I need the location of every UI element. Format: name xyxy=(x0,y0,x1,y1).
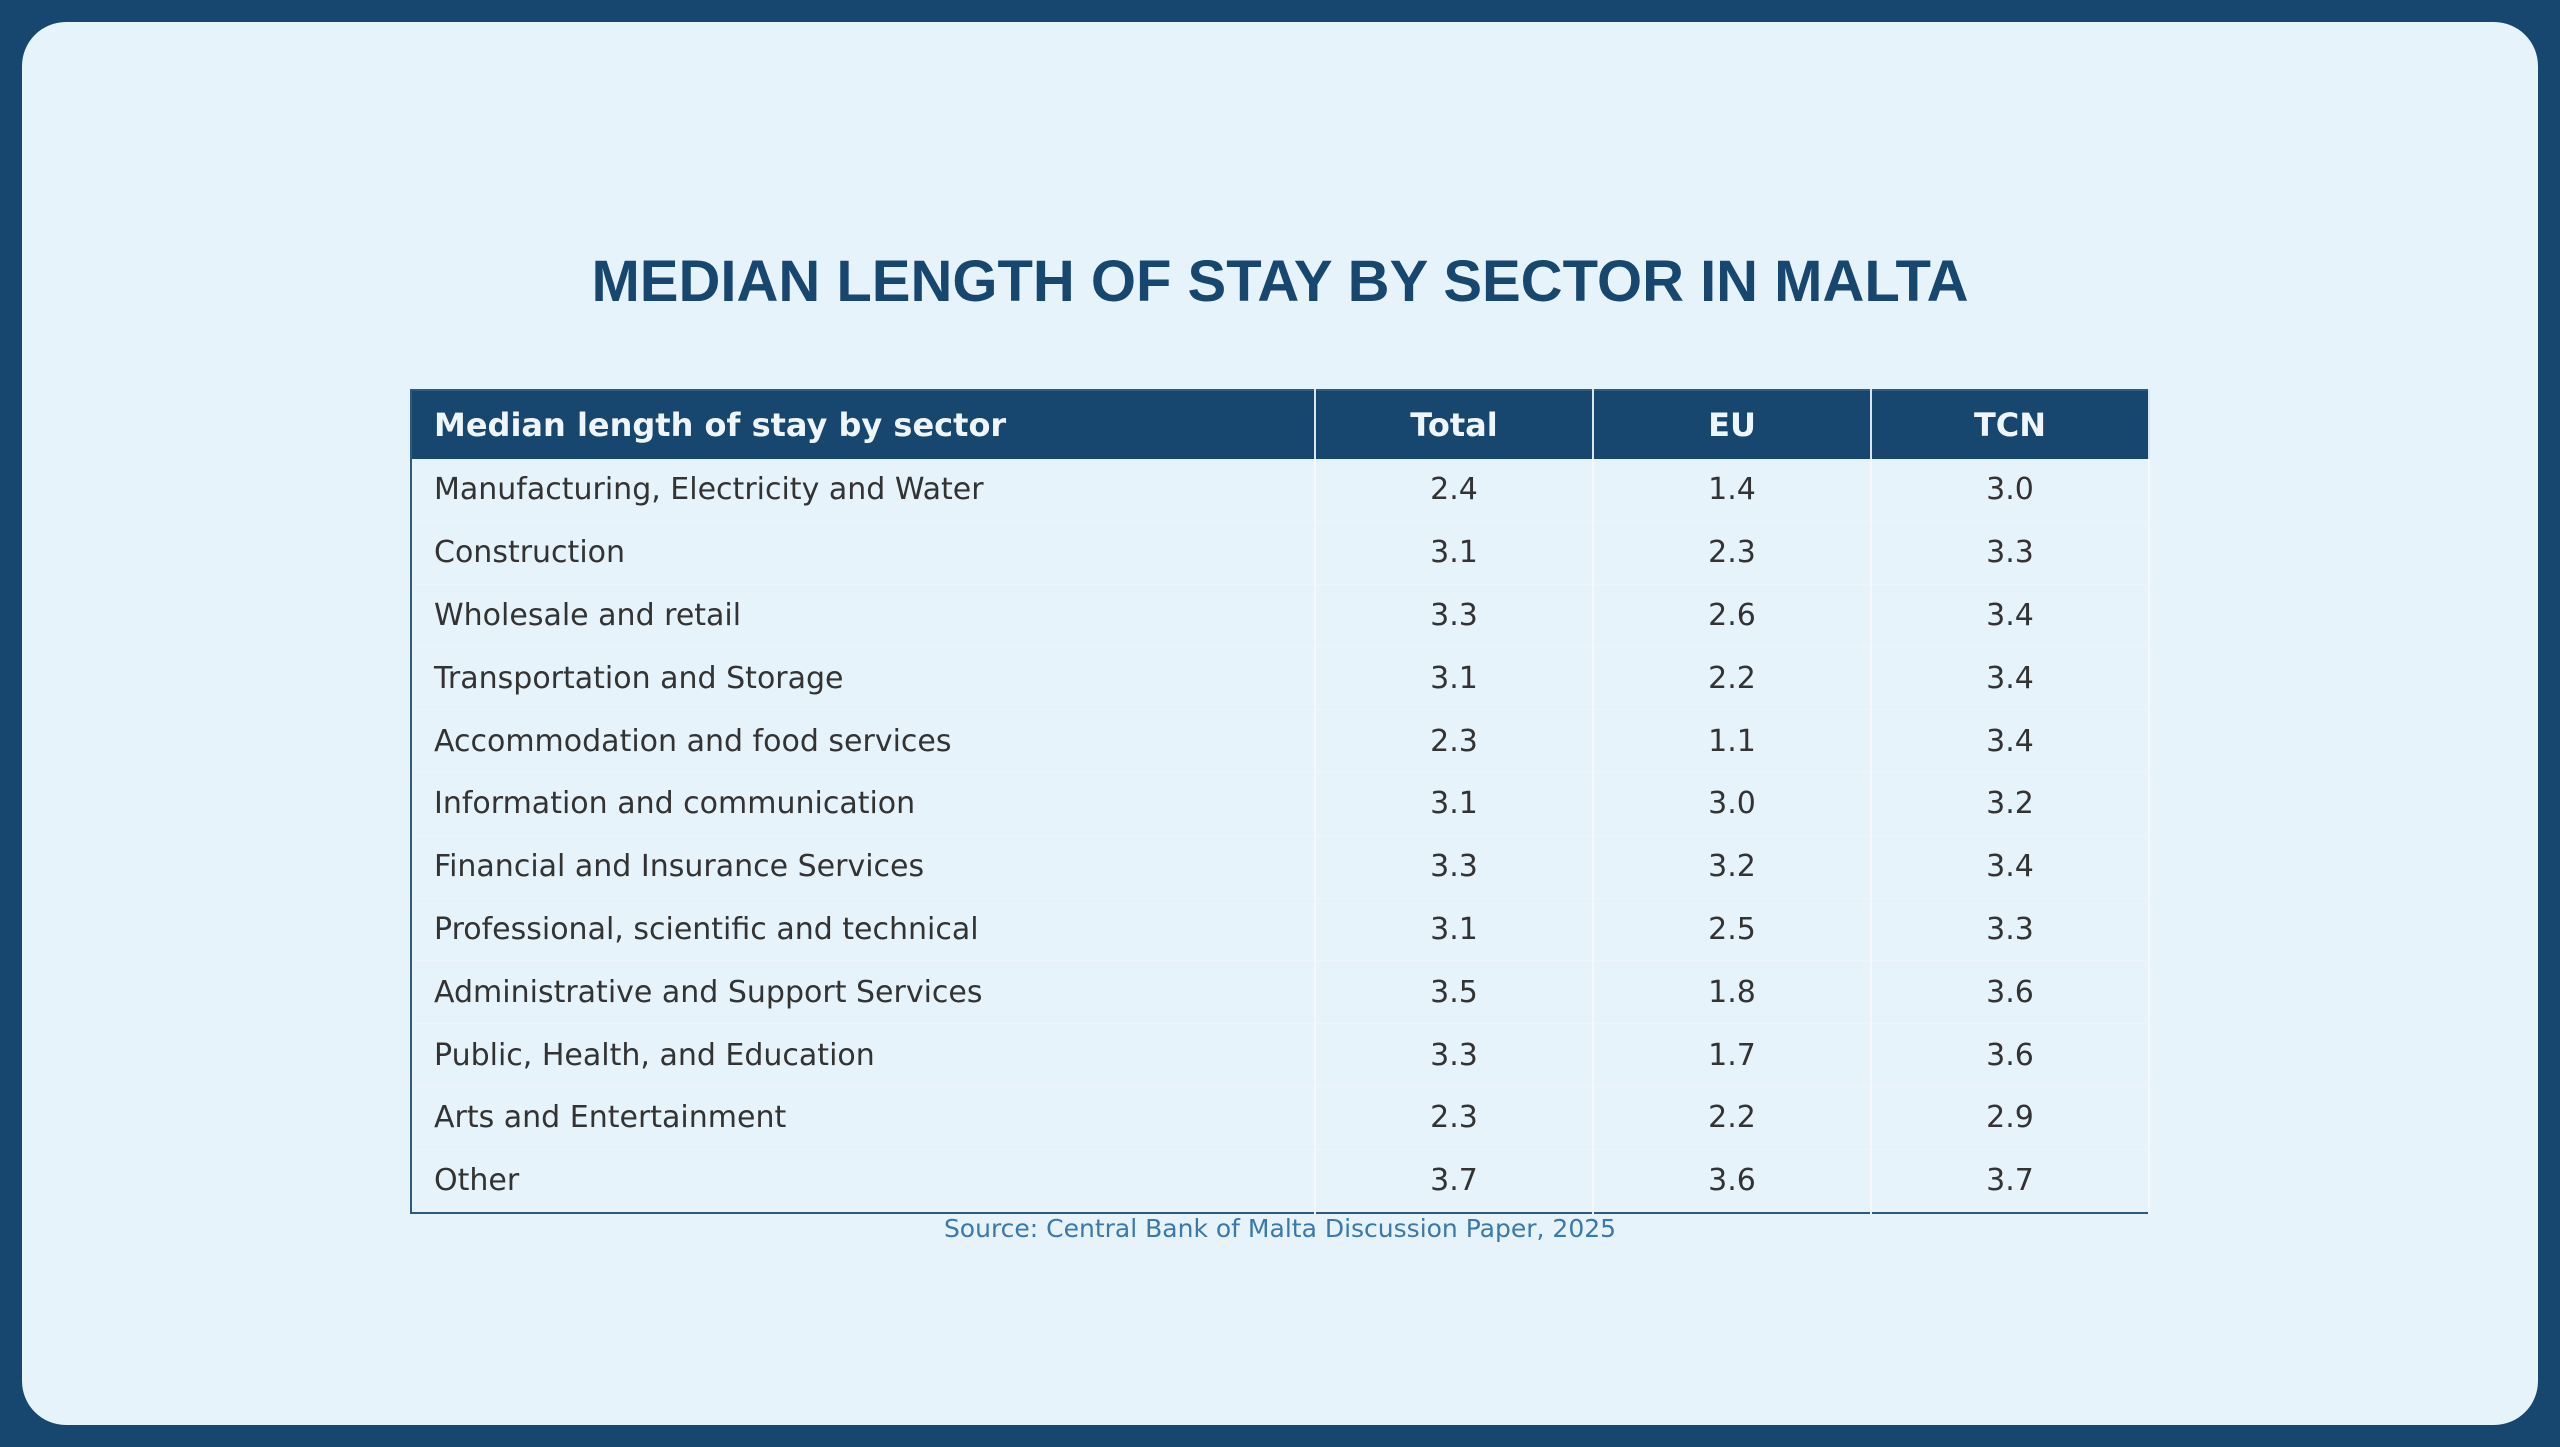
sector-cell: Public, Health, and Education xyxy=(411,1023,1316,1087)
sector-cell: Financial and Insurance Services xyxy=(411,835,1316,899)
column-header: Total xyxy=(1315,390,1594,459)
sector-cell: Other xyxy=(411,1149,1316,1214)
value-cell: 2.5 xyxy=(1593,898,1872,962)
column-header: TCN xyxy=(1871,390,2150,459)
value-cell: 1.7 xyxy=(1593,1023,1872,1087)
header-row: Median length of stay by sector Total EU TC… xyxy=(411,390,2150,459)
value-cell: 3.3 xyxy=(1315,584,1594,648)
title: MEDIAN LENGTH OF STAY BY SECTOR IN MALTA xyxy=(591,249,1969,314)
value-cell: 3.5 xyxy=(1315,960,1594,1025)
value-cell: 3.3 xyxy=(1871,521,2150,585)
value-cell: 3.6 xyxy=(1593,1149,1872,1214)
value-cell: 3.4 xyxy=(1871,835,2150,899)
table-row: Transportation and Storage 3.1 2.2 3.4 xyxy=(411,646,2150,711)
value-cell: 3.0 xyxy=(1593,772,1872,836)
sector-cell: Professional, scientific and technical xyxy=(411,898,1316,962)
value-cell: 3.3 xyxy=(1315,835,1594,899)
table-row: Arts and Entertainment 2.3 2.2 2.9 xyxy=(411,1086,2150,1150)
value-cell: 1.4 xyxy=(1593,459,1872,522)
value-cell: 3.4 xyxy=(1871,646,2150,711)
value-cell: 2.3 xyxy=(1593,521,1872,585)
value-cell: 2.3 xyxy=(1315,709,1594,773)
value-cell: 1.1 xyxy=(1593,709,1872,773)
source-note: Source: Central Bank of Malta Discussion… xyxy=(943,1214,1617,1243)
sector-cell: Construction xyxy=(411,521,1316,585)
value-cell: 2.6 xyxy=(1593,584,1872,648)
value-cell: 3.4 xyxy=(1871,709,2150,773)
value-cell: 2.2 xyxy=(1593,646,1872,711)
table-row: Administrative and Support Services 3.5 1.… xyxy=(411,960,2150,1025)
table-row: Manufacturing, Electricity and Water 2.4 1… xyxy=(411,459,2150,522)
value-cell: 3.2 xyxy=(1593,835,1872,899)
value-cell: 3.7 xyxy=(1315,1149,1594,1214)
value-cell: 3.0 xyxy=(1871,459,2150,522)
value-cell: 3.1 xyxy=(1315,646,1594,711)
data-table: Median length of stay by sector Total EU TC… xyxy=(410,389,2150,1214)
value-cell: 3.6 xyxy=(1871,1023,2150,1087)
table-row: Public, Health, and Education 3.3 1.7 3.6 xyxy=(411,1023,2150,1087)
table-row: Information and communication 3.1 3.0 3.2 xyxy=(411,772,2150,836)
value-cell: 3.3 xyxy=(1315,1023,1594,1087)
value-cell: 3.1 xyxy=(1315,898,1594,962)
table-row: Accommodation and food services 2.3 1.1 3.4 xyxy=(411,709,2150,773)
sector-cell: Information and communication xyxy=(411,772,1316,836)
table-row: Wholesale and retail 3.3 2.6 3.4 xyxy=(411,584,2150,648)
column-header: Median length of stay by sector xyxy=(411,390,1316,459)
value-cell: 3.3 xyxy=(1871,898,2150,962)
table-row: Other 3.7 3.6 3.7 xyxy=(411,1149,2150,1214)
value-cell: 2.9 xyxy=(1871,1086,2150,1150)
sector-cell: Transportation and Storage xyxy=(411,646,1316,711)
value-cell: 2.3 xyxy=(1315,1086,1594,1150)
sector-cell: Accommodation and food services xyxy=(411,709,1316,773)
table-body: Manufacturing, Electricity and Water 2.4 1… xyxy=(411,459,2150,1214)
value-cell: 1.8 xyxy=(1593,960,1872,1025)
sector-cell: Wholesale and retail xyxy=(411,584,1316,648)
value-cell: 3.2 xyxy=(1871,772,2150,836)
value-cell: 3.1 xyxy=(1315,772,1594,836)
value-cell: 3.1 xyxy=(1315,521,1594,585)
value-cell: 3.4 xyxy=(1871,584,2150,648)
value-cell: 3.6 xyxy=(1871,960,2150,1025)
column-header: EU xyxy=(1593,390,1872,459)
table-row: Construction 3.1 2.3 3.3 xyxy=(411,521,2150,585)
sector-cell: Administrative and Support Services xyxy=(411,960,1316,1025)
sector-cell: Manufacturing, Electricity and Water xyxy=(411,459,1316,522)
table-row: Financial and Insurance Services 3.3 3.2 3.… xyxy=(411,835,2150,899)
value-cell: 3.7 xyxy=(1871,1149,2150,1214)
sector-cell: Arts and Entertainment xyxy=(411,1086,1316,1150)
value-cell: 2.2 xyxy=(1593,1086,1872,1150)
table-row: Professional, scientific and technical 3.… xyxy=(411,898,2150,962)
value-cell: 2.4 xyxy=(1315,459,1594,522)
